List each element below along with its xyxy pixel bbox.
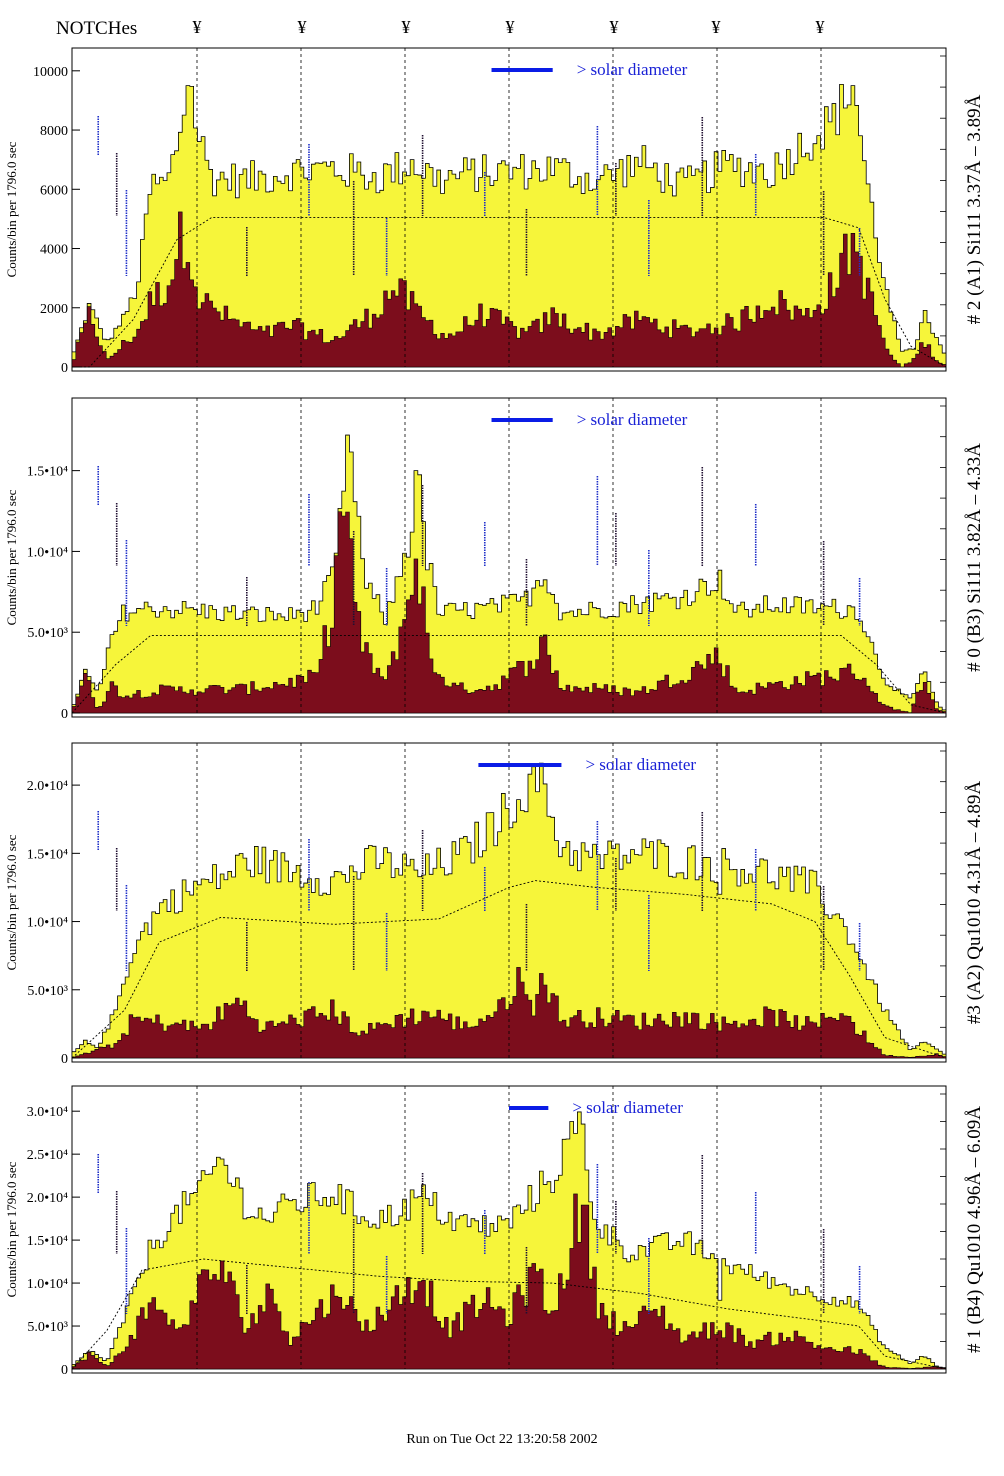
y-tick-label: 2.0•10⁴	[27, 1191, 68, 1206]
y-tick-label: 1.5•10⁴	[27, 1234, 68, 1249]
panel-label: #3 (A2) Qu1010 4.31Å – 4.89Å	[964, 781, 985, 1025]
solar-diameter-label: > solar diameter	[577, 60, 688, 79]
panel-1: 0 2000 4000 6000 8000 10000 Counts/bin per 179…	[4, 47, 985, 376]
notch-mark-3: ¥	[401, 17, 411, 37]
y-tick-label: 0	[61, 707, 68, 722]
panel-3: 0 5.0•10³ 1.0•10⁴ 1.5•10⁴ 2.0•10⁴ Counts/bin …	[4, 742, 985, 1067]
subtracted-counts-area	[71, 1193, 947, 1370]
panel-2: 0 5.0•10³ 1.0•10⁴ 1.5•10⁴ Counts/bin per 179…	[4, 397, 985, 722]
notch-mark-4: ¥	[505, 17, 515, 37]
panel-label: # 2 (A1) Si111 3.37Å – 3.89Å	[964, 94, 985, 324]
y-tick-label: 2.5•10⁴	[27, 1148, 68, 1163]
run-timestamp: Run on Tue Oct 22 13:20:58 2002	[406, 1432, 598, 1447]
total-counts-area	[71, 434, 947, 714]
notch-mark-1: ¥	[192, 17, 202, 37]
y-tick-label: 4000	[40, 243, 68, 258]
model-curve	[72, 216, 947, 368]
y-axis-label: Counts/bin per 1796.0 sec	[4, 489, 19, 625]
notch-mark-7: ¥	[815, 17, 825, 37]
notch-mark-6: ¥	[711, 17, 721, 37]
y-tick-label: 6000	[40, 183, 68, 198]
model-curve	[71, 634, 947, 714]
y-tick-label: 5.0•10³	[27, 626, 68, 641]
solar-diameter-label: > solar diameter	[572, 1098, 683, 1117]
y-tick-label: 1.0•10⁴	[27, 545, 68, 560]
y-tick-label: 1.5•10⁴	[27, 847, 68, 862]
solar-diameter-label: > solar diameter	[585, 755, 696, 774]
panel-label: # 1 (B4) Qu1010 4.96Å – 6.09Å	[964, 1106, 985, 1353]
y-tick-label: 0	[61, 361, 68, 376]
notch-mark-2: ¥	[297, 17, 307, 37]
panel-4: 0 5.0•10³ 1.0•10⁴ 1.5•10⁴ 2.0•10⁴ 2.5•10⁴ 3.0•…	[4, 1085, 985, 1378]
panel-label: # 0 (B3) Si111 3.82Å – 4.33Å	[964, 443, 985, 672]
y-tick-label: 2000	[40, 302, 68, 317]
y-tick-label: 5.0•10³	[27, 984, 68, 999]
y-tick-label: 3.0•10⁴	[27, 1105, 68, 1120]
y-tick-label: 2.0•10⁴	[27, 779, 68, 794]
y-tick-label: 0	[61, 1052, 68, 1067]
y-tick-label: 10000	[33, 65, 68, 80]
y-tick-label: 1.5•10⁴	[27, 465, 68, 480]
y-tick-label: 5.0•10³	[27, 1320, 68, 1335]
notches-title: NOTCHes	[56, 18, 138, 39]
y-tick-label: 1.0•10⁴	[27, 1277, 68, 1292]
y-axis-label: Counts/bin per 1796.0 sec	[4, 834, 19, 970]
solar-diameter-label: > solar diameter	[577, 410, 688, 429]
subtracted-counts-area	[71, 211, 947, 368]
model-curve	[71, 1258, 947, 1370]
y-axis-label: Counts/bin per 1796.0 sec	[4, 141, 19, 277]
total-counts-area	[71, 83, 947, 368]
total-counts-area	[71, 1111, 947, 1370]
y-tick-label: 8000	[40, 124, 68, 139]
y-tick-label: 0	[61, 1363, 68, 1378]
y-tick-label: 1.0•10⁴	[27, 916, 68, 931]
y-axis-label: Counts/bin per 1796.0 sec	[4, 1161, 19, 1297]
notch-header: NOTCHes ¥ ¥ ¥ ¥ ¥ ¥ ¥	[0, 0, 1004, 44]
notch-mark-5: ¥	[609, 17, 619, 37]
subtracted-counts-area	[71, 967, 947, 1059]
